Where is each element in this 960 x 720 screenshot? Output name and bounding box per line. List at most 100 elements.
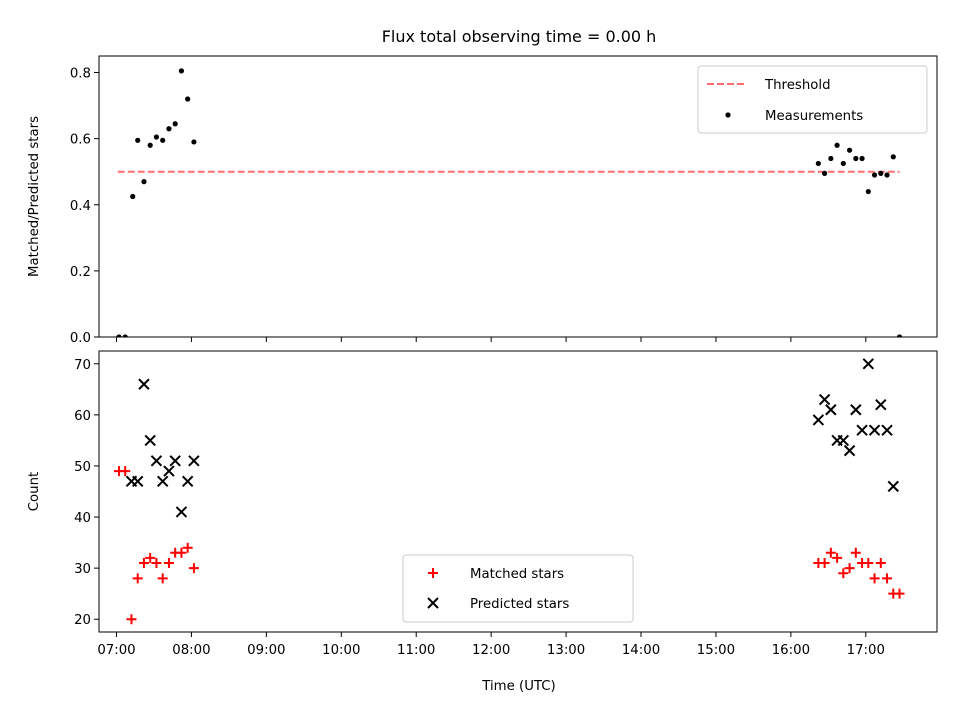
- matched-star-point: [138, 558, 149, 569]
- x-tick-label: 10:00: [322, 643, 360, 658]
- matched-star-point: [176, 547, 187, 558]
- predicted-star-point: [156, 475, 169, 487]
- matched-star-point: [863, 558, 874, 569]
- y-tick-label: 50: [74, 460, 91, 475]
- matched-star-point: [838, 568, 849, 579]
- predicted-star-point: [181, 475, 194, 487]
- measurement-point: [896, 334, 903, 337]
- measurement-point: [166, 126, 172, 132]
- x-tick-label: 12:00: [472, 643, 510, 658]
- predicted-star-point: [144, 434, 156, 447]
- matched-star-point: [132, 573, 143, 584]
- y-tick-label: 70: [74, 358, 91, 373]
- measurement-point: [135, 137, 141, 143]
- legend-box: [402, 554, 634, 623]
- predicted-star-point: [850, 404, 862, 416]
- measurement-point: [859, 155, 865, 162]
- predicted-star-point: [150, 455, 163, 467]
- legend-measurements-swatch: [725, 112, 731, 118]
- legend-box: [697, 65, 928, 134]
- x-tick-label: 09:00: [247, 643, 285, 658]
- x-tick-label: 08:00: [172, 643, 210, 658]
- x-tick-label: 07:00: [97, 643, 135, 658]
- predicted-star-point: [163, 465, 175, 477]
- predicted-star-point: [875, 398, 887, 411]
- x-axis-label: Time (UTC): [481, 679, 556, 694]
- predicted-star-point: [862, 358, 875, 370]
- measurement-point: [871, 172, 878, 178]
- matched-star-point: [819, 558, 830, 569]
- ratio-panel: 0.0 0.2 0.4 0.6 0.8 Matched/Predicted stars Th…: [27, 55, 938, 346]
- matched-star-point: [145, 552, 156, 563]
- matched-star-point: [157, 573, 168, 584]
- matched-star-point: [894, 588, 905, 599]
- matched-star-point: [844, 563, 855, 574]
- plot-frame: [98, 55, 938, 338]
- legend-matched-swatch: [428, 568, 438, 578]
- matched-star-point: [126, 614, 137, 625]
- y-tick-label: 60: [74, 409, 91, 424]
- measurement-point: [172, 121, 178, 127]
- matched-star-point: [182, 542, 193, 553]
- measurement-point: [153, 134, 160, 140]
- measurement-point: [840, 160, 846, 167]
- predicted-star-point: [175, 506, 188, 518]
- measurement-point: [147, 142, 153, 148]
- predicted-star-point: [856, 424, 868, 436]
- y-tick-label: 40: [74, 511, 91, 526]
- count-panel: 20 30 40 50 60 70 07:00 08:00 09:00 10:00 11:00 12:…: [27, 350, 938, 658]
- series-layer: [116, 68, 903, 337]
- matched-star-point: [188, 563, 199, 574]
- legend-matched-label: Matched stars: [470, 567, 564, 582]
- predicted-star-point: [132, 475, 144, 487]
- matched-star-point: [850, 547, 861, 558]
- measurement-point: [828, 155, 834, 162]
- matched-star-point: [875, 558, 886, 569]
- chart-title: Flux total observing time = 0.00 h: [382, 27, 657, 46]
- predicted-star-point: [169, 455, 181, 467]
- measurement-point: [191, 139, 197, 145]
- x-tick-label: 11:00: [397, 643, 435, 658]
- measurement-point: [884, 172, 890, 178]
- series-layer: [113, 358, 905, 625]
- measurement-point: [116, 334, 122, 337]
- measurement-point: [130, 193, 136, 200]
- measurement-point: [141, 179, 147, 185]
- matched-star-point: [120, 466, 131, 477]
- measurement-point: [878, 170, 884, 176]
- y-tick-label: 0.6: [70, 133, 91, 148]
- measurement-point: [122, 334, 128, 337]
- measurement-point: [185, 96, 191, 102]
- predicted-star-point: [881, 424, 893, 436]
- y-tick-label: 20: [74, 613, 91, 628]
- measurement-point: [865, 188, 871, 195]
- x-tick-label: 13:00: [547, 643, 585, 658]
- plot-frame: [98, 350, 938, 633]
- y-tick-label: 0.8: [70, 67, 91, 82]
- matched-star-point: [882, 573, 893, 584]
- y-tick-label: 0.4: [70, 199, 91, 214]
- legend-predicted-swatch: [427, 597, 439, 609]
- measurement-point: [834, 142, 840, 148]
- predicted-star-point: [887, 480, 899, 493]
- measurement-point: [822, 170, 828, 176]
- measurement-point: [853, 155, 859, 162]
- legend-predicted-label: Predicted stars: [470, 597, 569, 612]
- measurement-point: [815, 160, 821, 167]
- x-tick-label: 15:00: [697, 643, 735, 658]
- matched-star-point: [869, 573, 880, 584]
- measurement-point: [178, 68, 185, 74]
- predicted-star-point: [812, 414, 825, 426]
- legend-measurements-label: Measurements: [765, 109, 863, 124]
- matched-star-point: [832, 552, 843, 563]
- predicted-star-point: [188, 455, 200, 467]
- x-tick-label: 14:00: [622, 643, 660, 658]
- x-tick-label: 17:00: [847, 643, 885, 658]
- measurement-point: [890, 154, 896, 160]
- matched-star-point: [151, 558, 162, 569]
- predicted-star-point: [138, 378, 150, 390]
- y-tick-label: 0.2: [70, 265, 91, 280]
- legend-threshold-label: Threshold: [764, 78, 831, 93]
- y-axis-label: Count: [27, 472, 42, 512]
